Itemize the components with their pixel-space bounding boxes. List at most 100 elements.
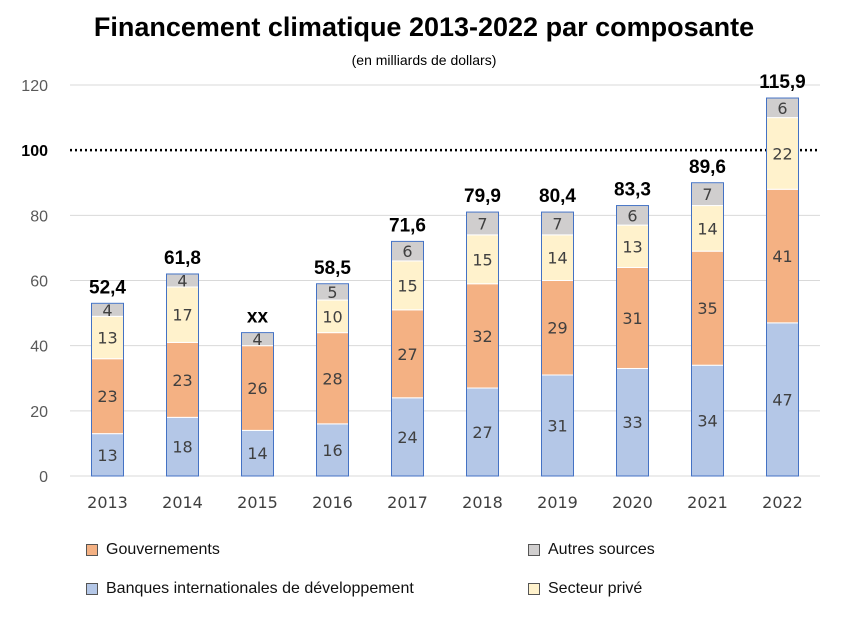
x-tick-label: 2015 (237, 493, 278, 512)
bar-data-label: 28 (322, 369, 342, 388)
legend-item-secteur-prive: Secteur privé (528, 580, 642, 598)
bar-data-label: 33 (622, 413, 642, 432)
bar-data-label: 17 (172, 306, 192, 325)
y-tick-label: 40 (30, 339, 48, 356)
bar-data-label: 41 (772, 247, 792, 266)
bar-segment (541, 374, 574, 477)
bar-total-label: 89,6 (689, 157, 726, 178)
bar-data-label: 6 (627, 206, 637, 225)
bar-data-label: 15 (472, 250, 492, 269)
y-tick-label: 0 (39, 469, 48, 486)
legend-swatch-autres-sources (528, 544, 540, 556)
legend-swatch-banques (86, 583, 98, 595)
bar-data-label: 23 (172, 371, 192, 390)
bar-data-label: 34 (697, 412, 717, 431)
bar-data-label: 16 (322, 441, 342, 460)
bar-total-label: 115,9 (759, 72, 806, 93)
bar-total-label: 71,6 (389, 215, 426, 236)
bar-total-label: 79,9 (464, 186, 501, 207)
bar-data-label: 26 (247, 379, 267, 398)
bar-data-label: 13 (622, 237, 642, 256)
chart-subtitle: (en milliards de dollars) (351, 52, 497, 68)
bar-data-label: 4 (102, 301, 112, 320)
y-tick-label: 120 (21, 78, 48, 95)
bar-outline (541, 211, 574, 477)
bar-outline (91, 302, 124, 477)
bar-data-label: 4 (177, 272, 187, 291)
legend-item-autres-sources: Autres sources (528, 541, 655, 559)
x-tick-label: 2022 (762, 493, 803, 512)
bar-total-label: xx (247, 307, 269, 328)
legend-item-banques: Banques internationales de développement (86, 580, 414, 598)
bar-outline (616, 205, 649, 477)
bar-data-label: 10 (322, 307, 342, 326)
bar-segment (391, 397, 424, 477)
bar-segment (691, 250, 724, 366)
bar-data-label: 7 (477, 214, 487, 233)
x-tick-label: 2021 (687, 493, 728, 512)
bar-data-label: 27 (472, 423, 492, 442)
y-tick-label: 80 (30, 208, 48, 225)
bar-data-label: 5 (327, 283, 337, 302)
bar-total-label: 52,4 (89, 277, 126, 298)
x-tick-label: 2013 (87, 493, 128, 512)
bar-outline (391, 240, 424, 477)
bar-data-label: 27 (397, 345, 417, 364)
bar-data-label: 24 (397, 428, 417, 447)
bar-outline (316, 283, 349, 477)
bar-segment (91, 358, 124, 435)
bar-outline (766, 97, 799, 477)
bar-data-label: 47 (772, 390, 792, 409)
bar-segment (391, 309, 424, 399)
bar-segment (166, 341, 199, 418)
legend-label-autres-sources: Autres sources (548, 541, 655, 558)
x-tick-label: 2016 (312, 493, 353, 512)
bar-data-label: 13 (97, 446, 117, 465)
bar-segment (91, 433, 124, 477)
bar-outline (166, 273, 199, 477)
bar-total-label: 58,5 (314, 258, 351, 279)
x-tick-label: 2018 (462, 493, 503, 512)
x-tick-label: 2020 (612, 493, 653, 512)
bar-data-label: 31 (622, 309, 642, 328)
bar-data-label: 29 (547, 319, 567, 338)
bar-data-label: 18 (172, 438, 192, 457)
bar-segment (541, 234, 574, 281)
legend-label-secteur-prive: Secteur privé (548, 580, 643, 597)
x-tick-label: 2019 (537, 493, 578, 512)
bar-data-label: 22 (772, 144, 792, 163)
legend-label-gouvernements: Gouvernements (106, 541, 220, 558)
bar-total-label: 61,8 (164, 248, 201, 269)
bar-outline (466, 211, 499, 477)
x-tick-label: 2017 (387, 493, 428, 512)
bar-total-label: 80,4 (539, 186, 576, 207)
y-tick-label: 20 (30, 404, 48, 421)
bar-segment (766, 188, 799, 324)
bar-data-label: 31 (547, 416, 567, 435)
bar-data-label: 6 (777, 99, 787, 118)
legend-swatch-secteur-prive (528, 583, 540, 595)
bar-data-label: 4 (252, 330, 262, 349)
bar-data-label: 14 (247, 444, 267, 463)
bar-outline (241, 332, 274, 477)
bar-segment (541, 280, 574, 376)
bar-data-label: 13 (97, 329, 117, 348)
bar-total-label: 83,3 (614, 180, 651, 201)
x-tick-label: 2014 (162, 493, 203, 512)
bar-data-label: 14 (547, 249, 567, 268)
y-tick-label: 100 (21, 143, 48, 160)
bar-segment (691, 205, 724, 252)
bar-data-label: 32 (472, 327, 492, 346)
bar-segment (691, 364, 724, 477)
bar-segment (466, 234, 499, 285)
bar-outline (691, 182, 724, 477)
bar-data-label: 7 (552, 214, 562, 233)
y-tick-label: 60 (30, 274, 48, 291)
bar-segment (391, 260, 424, 311)
legend-swatch-gouvernements (86, 544, 98, 556)
chart-title: Financement climatique 2013-2022 par com… (93, 12, 755, 42)
legend-label-banques: Banques internationales de développement (106, 580, 414, 597)
bar-data-label: 6 (402, 242, 412, 261)
